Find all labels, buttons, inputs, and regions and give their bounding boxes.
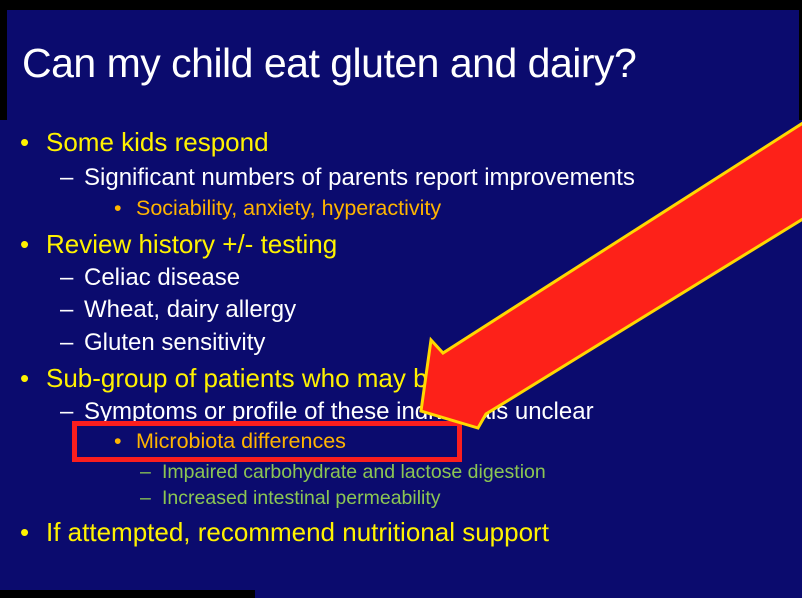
dash-marker-icon: – bbox=[60, 164, 74, 191]
bullet-line: – Significant numbers of parents report i… bbox=[0, 164, 802, 196]
bullet-marker-icon: • bbox=[114, 196, 122, 220]
bullet-text: Review history +/- testing bbox=[46, 229, 338, 259]
dash-marker-icon: – bbox=[140, 461, 151, 483]
bullet-text: Sub-group of patients who may benefit bbox=[46, 363, 492, 393]
letterbox-bar-right bbox=[799, 0, 802, 120]
bullet-text: Wheat, dairy allergy bbox=[84, 296, 297, 323]
bullet-line: • Some kids respond bbox=[0, 127, 802, 159]
bullet-text: Microbiota differences bbox=[136, 429, 346, 453]
bullet-text: Impaired carbohydrate and lactose digest… bbox=[162, 461, 546, 483]
bullet-marker-icon: • bbox=[114, 429, 122, 453]
dash-marker-icon: – bbox=[60, 329, 74, 356]
bullet-marker-icon: • bbox=[20, 127, 30, 157]
dash-marker-icon: – bbox=[140, 487, 151, 509]
dash-marker-icon: – bbox=[60, 296, 74, 323]
highlight-box bbox=[72, 421, 462, 462]
bullet-text: Gluten sensitivity bbox=[84, 329, 266, 356]
bullet-line: – Celiac disease bbox=[0, 264, 802, 296]
bullet-line: – Impaired carbohydrate and lactose diges… bbox=[0, 461, 802, 493]
bullet-line: – Wheat, dairy allergy bbox=[0, 296, 802, 328]
bullet-text: If attempted, recommend nutritional supp… bbox=[46, 517, 549, 547]
bullet-text: Sociability, anxiety, hyperactivity bbox=[136, 196, 442, 220]
bullet-line: • Review history +/- testing bbox=[0, 229, 802, 261]
bullet-text: Some kids respond bbox=[46, 127, 269, 157]
dash-marker-icon: – bbox=[60, 264, 74, 291]
bullet-line: • Sociability, anxiety, hyperactivity bbox=[0, 196, 802, 228]
slide-title: Can my child eat gluten and dairy? bbox=[22, 40, 637, 86]
bullet-marker-icon: • bbox=[20, 229, 30, 259]
letterbox-bar-top bbox=[0, 0, 802, 10]
bullet-line-highlighted: • Microbiota differences bbox=[0, 429, 802, 461]
dash-marker-icon: – bbox=[60, 398, 74, 425]
bullet-text: Increased intestinal permeability bbox=[162, 487, 441, 509]
bullet-text: Celiac disease bbox=[84, 264, 241, 291]
bullet-line: • If attempted, recommend nutritional sup… bbox=[0, 517, 802, 549]
bullet-line: • Sub-group of patients who may benefit bbox=[0, 363, 802, 395]
bullet-text: Significant numbers of parents report im… bbox=[84, 164, 635, 191]
letterbox-bar-left bbox=[0, 0, 7, 120]
bullet-line: – Gluten sensitivity bbox=[0, 329, 802, 361]
bullet-line: – Increased intestinal permeability bbox=[0, 487, 802, 519]
letterbox-bar-bottom-left bbox=[0, 590, 255, 598]
bullet-marker-icon: • bbox=[20, 517, 30, 547]
bullet-marker-icon: • bbox=[20, 363, 30, 393]
